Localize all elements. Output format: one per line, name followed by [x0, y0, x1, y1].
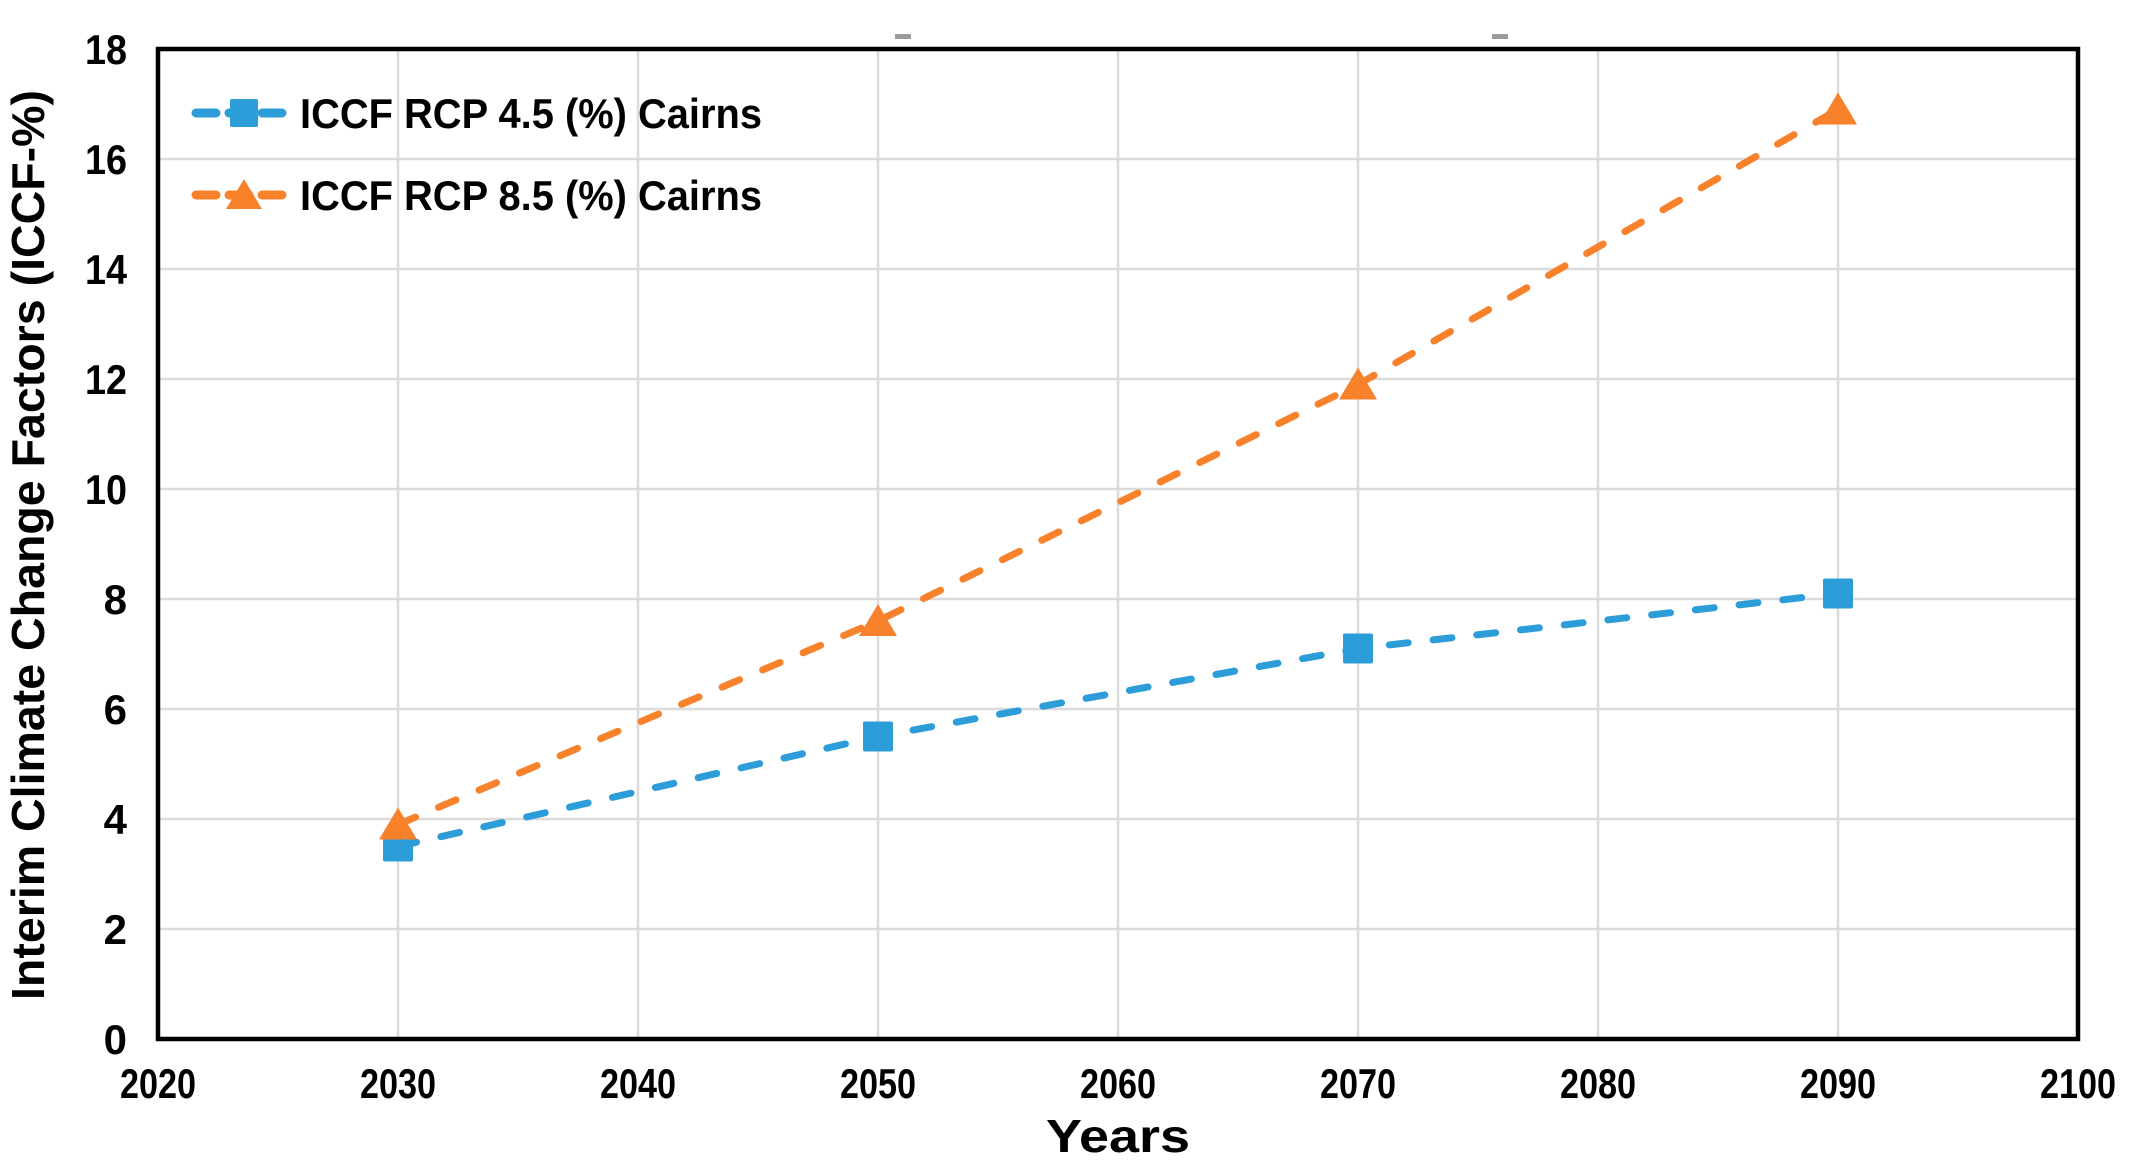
stray-dash-artifact-0 — [895, 34, 911, 39]
data-point-2090-8.1 — [1823, 578, 1853, 609]
y-tick-16: 16 — [85, 136, 127, 183]
y-axis-title: Interim Climate Change Factors (ICCF-%) — [2, 90, 54, 1000]
axis-layer: Years Interim Climate Change Factors (IC… — [2, 90, 1190, 1162]
x-tick-2070: 2070 — [1320, 1060, 1396, 1107]
y-tick-4: 4 — [104, 796, 128, 843]
legend-label: ICCF RCP 8.5 (%) Cairns — [300, 172, 762, 219]
data-point-2050-7.6 — [859, 604, 897, 636]
stray-dash-artifact-1 — [1492, 34, 1508, 39]
y-tick-6: 6 — [104, 686, 127, 733]
legend-label: ICCF RCP 4.5 (%) Cairns — [300, 90, 762, 137]
x-tick-2020: 2020 — [120, 1060, 196, 1107]
y-tick-8: 8 — [104, 576, 127, 623]
data-point-2090-16.9 — [1819, 92, 1857, 125]
y-tick-12: 12 — [85, 356, 127, 403]
x-tick-2040: 2040 — [600, 1060, 676, 1107]
y-tick-10: 10 — [85, 466, 127, 513]
y-tick-18: 18 — [85, 26, 127, 73]
x-tick-2050: 2050 — [840, 1060, 916, 1107]
x-tick-2090: 2090 — [1800, 1060, 1876, 1107]
data-point-2070-7.1 — [1343, 633, 1373, 664]
artifact-layer — [895, 34, 1508, 39]
data-point-2050-5.5 — [863, 721, 893, 752]
x-tick-2080: 2080 — [1560, 1060, 1636, 1107]
y-tick-0: 0 — [104, 1016, 127, 1063]
legend-item-1: ICCF RCP 8.5 (%) Cairns — [191, 172, 762, 219]
series-line — [394, 106, 1842, 828]
series-layer — [379, 92, 1857, 862]
data-point-2030-3.9 — [379, 807, 417, 840]
legend: ICCF RCP 4.5 (%) Cairns ICCF RCP 8.5 (%) … — [191, 90, 762, 219]
legend-marker-triangle — [226, 179, 262, 209]
y-tick-14: 14 — [85, 246, 128, 293]
plot-border — [155, 46, 2081, 1042]
series-iccf-rcp-8.5-cairns — [379, 92, 1857, 840]
y-tick-2: 2 — [104, 906, 127, 953]
legend-marker-square — [230, 99, 258, 127]
x-axis-title: Years — [1046, 1110, 1190, 1162]
legend-item-0: ICCF RCP 4.5 (%) Cairns — [191, 90, 762, 137]
x-tick-2060: 2060 — [1080, 1060, 1156, 1107]
x-tick-2030: 2030 — [360, 1060, 436, 1107]
grid-layer: 0 2 4 6 8 10 12 14 16 18 2020 2030 2040 2050 2060 2070 2… — [85, 26, 2116, 1107]
x-tick-2100: 2100 — [2040, 1060, 2116, 1107]
data-point-2070-11.9 — [1339, 367, 1377, 400]
